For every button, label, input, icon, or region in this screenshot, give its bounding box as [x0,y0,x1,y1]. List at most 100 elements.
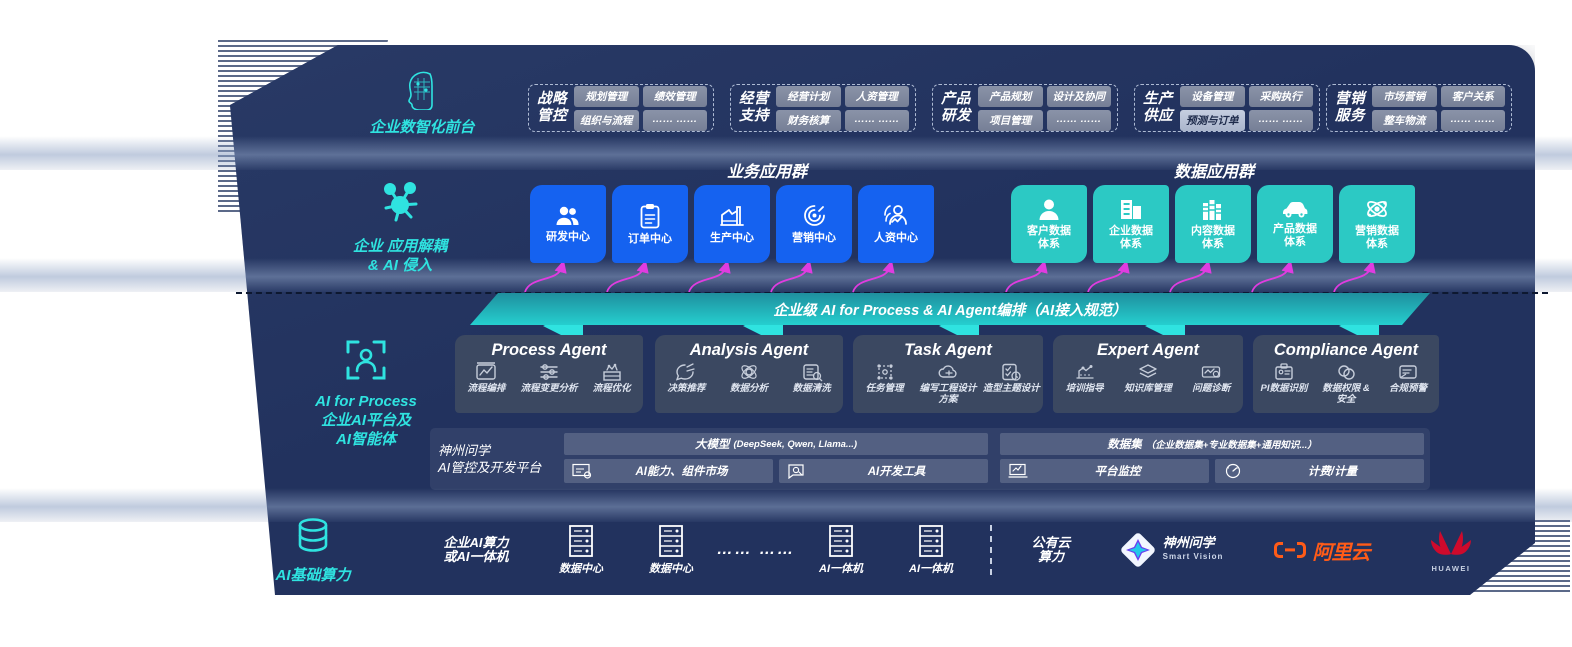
agent-feature[interactable]: 决策推荐 [655,362,717,394]
data-card-enterprise[interactable]: 企业数据 体系 [1093,185,1169,263]
data-card-product[interactable]: 产品数据 体系 [1257,185,1333,263]
group-strategy[interactable]: 战略 管控 规划管理 绩效管理 组织与流程 …… …… [528,84,714,132]
app-card-marketing-center[interactable]: 营销中心 [776,185,852,263]
dataset-bar-note: （企业数据集+专业数据集+通用知识...） [1145,440,1317,451]
group-chip[interactable]: 设备管理 [1180,85,1245,107]
group-rnd[interactable]: 产品 研发 产品规划 设计及协同 项目管理 …… …… [932,84,1118,132]
infra-enterprise-compute: 企业AI算力 或AI一体机 [416,536,536,564]
infra-label-line1: 公有云 [1031,535,1071,550]
orchestration-banner[interactable]: 企业级 AI for Process & AI Agent编排（AI接入规范） [470,293,1430,325]
infra-node-allinone-2[interactable]: AI一体机 [886,524,976,576]
agent-card-analysis[interactable]: Analysis Agent 决策推荐 数据分析 [655,335,843,413]
agent-feature[interactable]: 流程变更分析 [518,362,580,394]
data-card-marketing[interactable]: 营销数据 体系 [1339,185,1415,263]
group-chip[interactable]: …… …… [1046,109,1111,131]
agent-feature-label: 数据权限 & 安全 [1322,383,1370,405]
infra-node-datacenter-2[interactable]: 数据中心 [626,524,716,576]
group-chip[interactable]: 市场营销 [1372,85,1437,107]
group-chip[interactable]: 客户关系 [1440,85,1505,107]
app-card-order-center[interactable]: 订单中心 [612,185,688,263]
group-chip[interactable]: …… …… [844,109,909,131]
group-chip[interactable]: …… …… [1440,109,1505,131]
agent-feature[interactable]: 问题诊断 [1180,362,1243,394]
group-name: 产品 研发 [941,91,971,124]
agent-title: Analysis Agent [689,341,809,359]
app-card-production-center[interactable]: 生产中心 [694,185,770,263]
data-card-customer[interactable]: 客户数据 体系 [1011,185,1087,263]
rail-app-decoupling: 企业 应用解耦 & AI 侵入 [300,175,500,275]
molecule-icon [384,182,418,222]
platform-monitor-cell[interactable]: 平台监控 [1000,459,1209,483]
data-clean-icon [802,364,822,382]
agent-feature[interactable]: 造型主题设计 [980,362,1043,405]
agent-card-compliance[interactable]: Compliance Agent PI数据识别 数据权限 & 安全 [1253,335,1439,413]
logo-smartvision[interactable]: 神州问学 Smart Vision [1096,531,1246,569]
data-card-label: 内容数据 体系 [1191,224,1235,250]
agent-feature[interactable]: 流程编排 [455,362,517,394]
infra-node-allinone-1[interactable]: AI一体机 [796,524,886,576]
agent-feature-label: 流程变更分析 [520,383,578,394]
agent-feature-label: 数据分析 [729,383,768,394]
agent-feature[interactable]: 合规预警 [1377,362,1438,405]
rail-label-line3: AI智能体 [335,431,396,448]
infra-label: AI一体机 [819,563,863,575]
group-production[interactable]: 生产 供应 设备管理 采购执行 预测与订单 …… …… [1134,84,1320,132]
group-chip[interactable]: 人资管理 [844,85,909,107]
group-chip[interactable]: 设计及协同 [1046,85,1111,107]
logo-label: 阿里云 [1312,541,1371,564]
app-card-rnd-center[interactable]: 研发中心 [530,185,606,263]
agent-feature[interactable]: 流程优化 [581,362,643,394]
group-chip[interactable]: 整车物流 [1372,109,1437,131]
group-chip[interactable]: 组织与流程 [574,109,639,131]
ai-platform-panel: 神州问学 AI管控及开发平台 大模型 (DeepSeek, Qwen, Llam… [430,428,1430,490]
flow-chart-icon [476,362,497,380]
agent-feature[interactable]: 数据清洗 [781,362,843,394]
group-chip[interactable]: 项目管理 [978,109,1043,131]
logo-aliyun[interactable]: 阿里云 [1246,536,1396,565]
agent-feature[interactable]: 数据分析 [718,362,780,394]
group-chip[interactable]: …… …… [642,109,707,131]
llm-bar[interactable]: 大模型 (DeepSeek, Qwen, Llama...) [564,433,988,455]
agent-feature-label: 决策推荐 [667,383,706,394]
group-operations[interactable]: 经营 支持 经营计划 人资管理 财务核算 …… …… [730,84,916,132]
ai-capability-market-cell[interactable]: AI能力、组件市场 [564,459,773,483]
infra-label: 数据中心 [559,563,603,575]
optimize-icon [602,363,621,381]
agent-feature[interactable]: 任务管理 [853,362,916,405]
infra-node-datacenter-1[interactable]: 数据中心 [536,524,626,576]
group-chip[interactable]: 采购执行 [1248,85,1313,107]
agent-feature-label: 培训指导 [1065,383,1104,394]
agent-feature-label: 知识库管理 [1124,383,1172,394]
agent-card-task[interactable]: Task Agent 任务管理 编写工程设计方案 [853,335,1043,413]
group-chip[interactable]: 绩效管理 [642,85,707,107]
agent-feature[interactable]: PI数据识别 [1253,362,1314,405]
brain-head-icon [408,71,433,110]
server-icon [659,525,683,557]
group-chip[interactable]: 经营计划 [776,85,841,107]
orchestration-banner-label: 企业级 AI for Process & AI Agent编排（AI接入规范） [773,302,1127,319]
agent-card-expert[interactable]: Expert Agent 培训指导 知识库管理 [1053,335,1243,413]
group-chip[interactable]: 产品规划 [978,85,1043,107]
dataset-bar[interactable]: 数据集 （企业数据集+专业数据集+通用知识...） [1000,433,1424,455]
group-chip[interactable]: …… …… [1248,109,1313,131]
agent-feature[interactable]: 编写工程设计方案 [917,362,980,405]
agent-feature[interactable]: 数据权限 & 安全 [1315,362,1376,405]
agent-feature-label: 编写工程设计方案 [919,383,977,405]
agent-feature[interactable]: 培训指导 [1053,362,1116,394]
billing-metering-cell[interactable]: 计费/计量 [1215,459,1424,483]
group-chip[interactable]: 规划管理 [574,85,639,107]
group-chip[interactable]: 预测与订单 [1180,109,1245,131]
data-card-content[interactable]: 内容数据 体系 [1175,185,1251,263]
cell-label: AI开发工具 [867,466,926,478]
group-chip[interactable]: 财务核算 [776,109,841,131]
agent-card-process[interactable]: Process Agent 流程编排 流程变更分析 [455,335,643,413]
ai-dev-tools-cell[interactable]: AI开发工具 [779,459,988,483]
group-marketing[interactable]: 营销 服务 市场营销 客户关系 整车物流 …… …… [1326,84,1512,132]
agent-title: Task Agent [904,341,992,359]
agent-feature[interactable]: 知识库管理 [1117,362,1180,394]
logo-huawei[interactable]: HUAWEI [1396,527,1506,573]
platform-right-column: 数据集 （企业数据集+专业数据集+通用知识...） 平台监控 [994,428,1430,490]
app-card-hr-center[interactable]: 人资中心 [858,185,934,263]
agent-feature-label: 造型主题设计 [982,383,1040,394]
